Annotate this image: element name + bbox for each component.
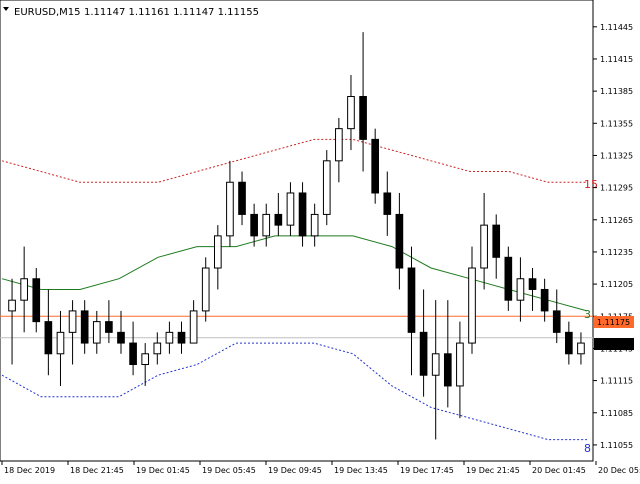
candle [201,257,210,322]
time-axis[interactable]: 18 Dec 2019 18 Dec 21:45 19 Dec 01:45 19 De… [1,461,640,475]
price-tick-label: 1.11085 [600,409,633,418]
price-tick-label: 1.11265 [600,216,633,225]
time-tick-label: 18 Dec 21:45 [70,466,124,475]
candle [516,257,525,322]
bid-price-text: 1.11155 [597,340,630,349]
candle [419,289,428,397]
candle [80,300,89,354]
price-tick-label: 1.11415 [600,55,633,64]
bid-price-badge [594,338,634,350]
collapse-triangle-icon[interactable] [3,7,9,11]
candle [468,246,476,354]
price-tick-label: 1.11115 [600,377,633,386]
time-tick-label: 19 Dec 09:45 [268,466,322,475]
upper-band-line [1,138,587,183]
level-price-text: 1.11175 [597,318,630,327]
candle [492,214,501,279]
candle [274,192,283,236]
level-price-badge [594,316,634,328]
candle [92,310,101,354]
candle [480,192,488,290]
price-tick-label: 1.11205 [600,280,633,289]
time-tick-label: 18 Dec 2019 [4,466,55,475]
candle [165,321,174,354]
candle [407,246,416,376]
price-tick-label: 1.11235 [600,248,633,257]
price-axis[interactable]: 1.11445 1.11415 1.11385 1.11355 1.11325 1.112… [593,23,633,450]
upper-band-label: 15 [584,178,598,191]
candle [504,246,513,311]
candle [56,310,65,386]
candle [383,171,392,236]
candle [129,321,137,376]
candle [153,332,162,365]
time-tick-label: 19 Dec 21:45 [466,466,520,475]
candle [141,343,150,386]
time-tick-label: 19 Dec 05:45 [202,466,256,475]
candle [117,310,125,354]
bands [1,138,588,441]
price-tick-label: 1.11355 [600,119,633,128]
candle [238,171,246,226]
time-tick-label: 20 Dec 01:45 [532,466,586,475]
candle [20,246,28,333]
time-tick-label: 19 Dec 01:45 [136,466,190,475]
candle [528,268,537,311]
price-tick-label: 1.11385 [600,87,633,96]
candle [32,268,41,333]
price-tick-label: 1.11295 [600,184,633,193]
candle [44,289,53,376]
candle [286,182,295,236]
middle-band-label: 3 [584,308,591,321]
candle [456,321,464,419]
symbol-timeframe: EURUSD,M15 [14,7,80,18]
candle [335,117,343,183]
plot-area [0,0,594,462]
candle [177,321,186,354]
candle [431,300,440,440]
candle [359,32,367,172]
candle [443,300,452,408]
candle [189,300,198,344]
candle [322,150,331,226]
middle-band-line [1,235,588,312]
lower-band-line [1,342,587,441]
lower-band-label: 8 [584,442,591,455]
candle [371,128,380,204]
candle [552,289,561,344]
candle [105,300,113,344]
candle [540,278,549,322]
time-tick-label: 19 Dec 17:45 [400,466,454,475]
candle [226,160,234,247]
ohlc-values: 1.11147 1.11161 1.11147 1.11155 [84,7,259,18]
price-tick-label: 1.11445 [600,23,633,32]
candle [347,75,355,151]
candle [298,182,307,247]
candles [8,32,585,440]
candle [8,278,16,365]
candle [310,203,319,247]
candle [577,332,585,365]
candle [250,203,258,247]
candle [262,203,271,247]
time-tick-label: 19 Dec 13:45 [334,466,388,475]
candle [68,300,77,365]
candle [213,225,222,290]
candle [565,321,573,365]
price-tick-label: 1.11055 [600,441,633,450]
price-tick-label: 1.11325 [600,151,633,160]
time-tick-label: 20 Dec 05:45 [598,466,640,475]
candle [395,192,404,290]
